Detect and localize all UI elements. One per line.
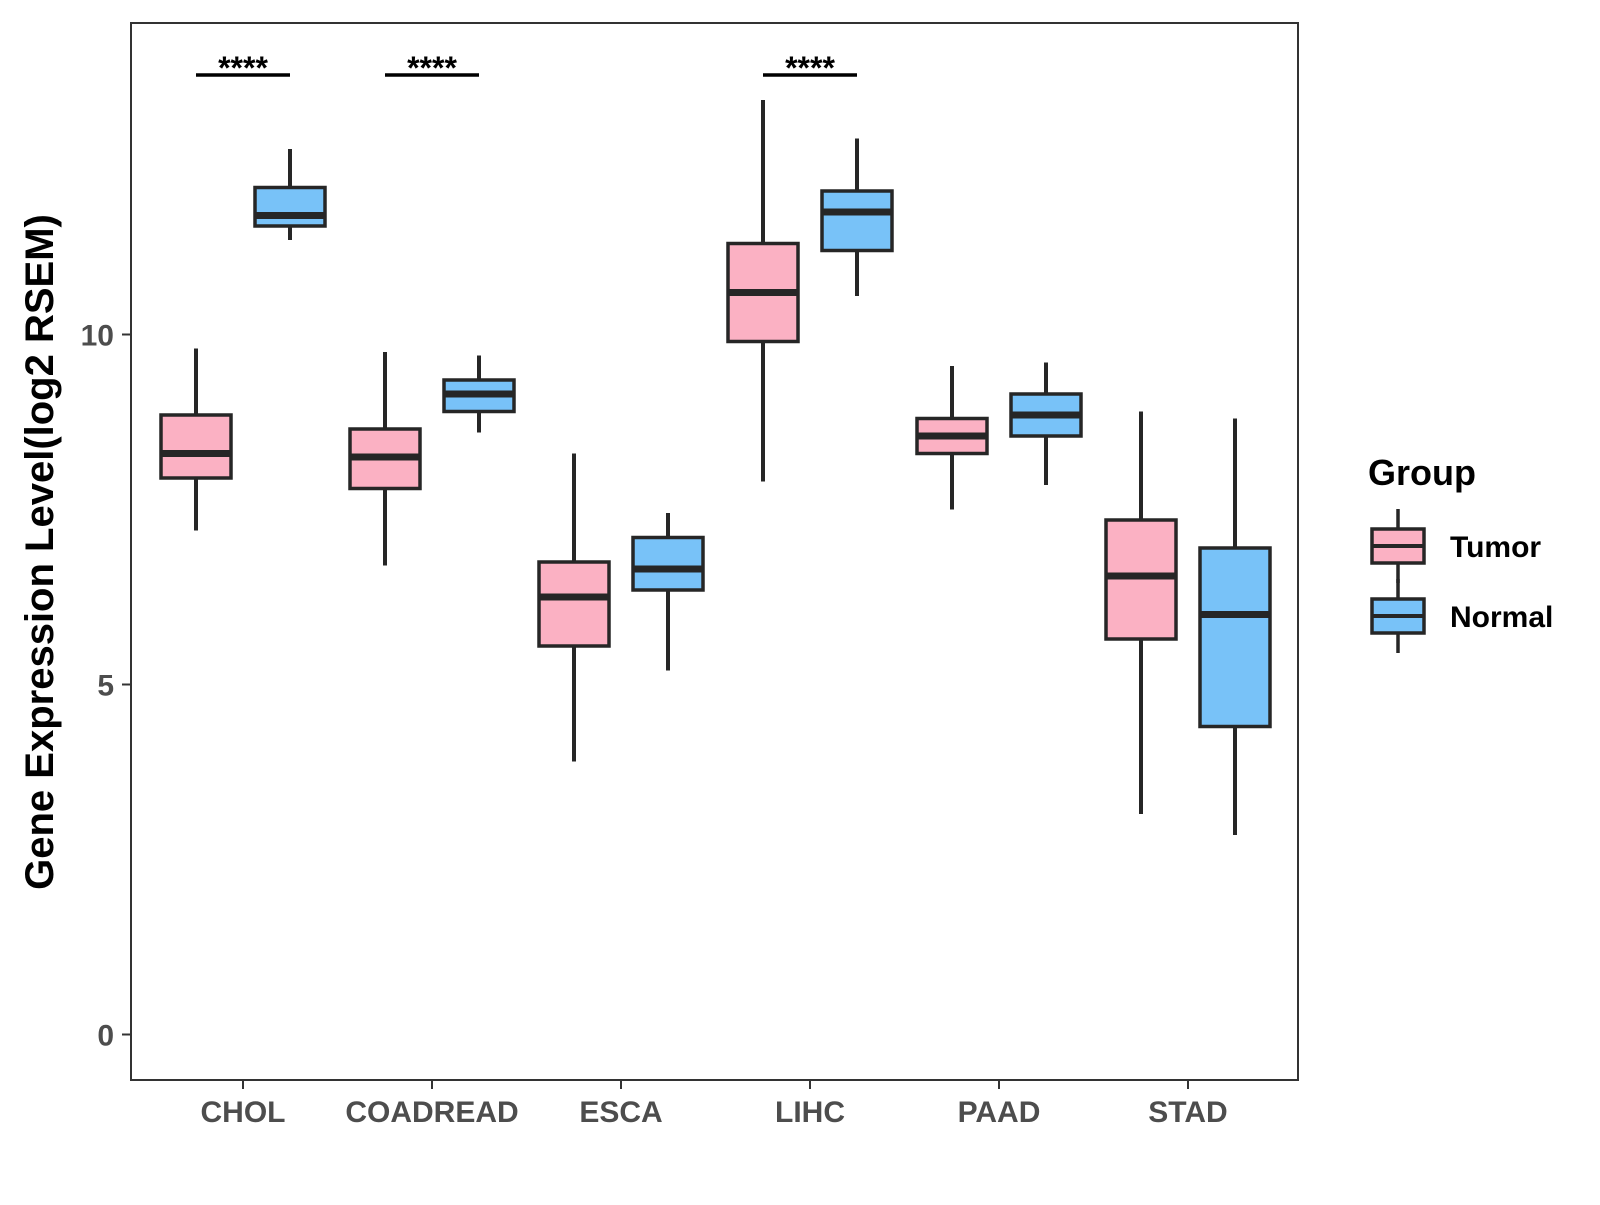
legend: Group Tumor Normal — [1368, 452, 1553, 653]
legend-title: Group — [1368, 452, 1476, 493]
tumor-box-lihc — [726, 100, 800, 482]
plot-panel-border — [130, 22, 1299, 1081]
box-body — [159, 413, 233, 480]
x-tick-label-paad: PAAD — [958, 1096, 1041, 1129]
x-tick-label-stad: STAD — [1148, 1096, 1227, 1129]
normal-box-lihc — [820, 138, 894, 296]
tumor-box-esca — [537, 453, 611, 762]
normal-box-paad — [1009, 362, 1083, 485]
significance-label: **** — [407, 50, 457, 86]
significance-label: **** — [785, 50, 835, 86]
significance-lihc: **** — [763, 50, 857, 86]
normal-box-stad — [1198, 418, 1272, 835]
legend-item-normal: Normal — [1370, 579, 1553, 653]
y-axis-title: Gene Expression Level(log2 RSEM) — [18, 214, 62, 890]
tumor-box-paad — [915, 366, 989, 510]
x-tick-label-esca: ESCA — [579, 1096, 662, 1129]
box-body — [1198, 546, 1272, 729]
legend-label-tumor: Tumor — [1450, 531, 1541, 564]
y-tick-label: 5 — [97, 670, 114, 703]
plot-area: **** **** **** — [159, 50, 1272, 835]
axes: 0 5 10 CHOL COADREAD ESCA LIHC PAAD STAD — [81, 320, 1228, 1130]
y-tick-label: 10 — [81, 320, 114, 353]
normal-box-coadread — [442, 355, 516, 433]
x-tick-label-coadread: COADREAD — [345, 1096, 518, 1129]
tumor-box-stad — [1104, 411, 1178, 814]
legend-item-tumor: Tumor — [1370, 509, 1541, 583]
box-body — [253, 185, 327, 228]
box-body — [820, 189, 894, 253]
box-body — [537, 560, 611, 648]
tumor-box-chol — [159, 348, 233, 531]
x-tick-label-chol: CHOL — [201, 1096, 286, 1129]
significance-coadread: **** — [385, 50, 479, 86]
x-tick-label-lihc: LIHC — [775, 1096, 845, 1129]
significance-chol: **** — [196, 50, 290, 86]
normal-box-esca — [631, 513, 705, 671]
box-body — [631, 535, 705, 592]
legend-label-normal: Normal — [1450, 601, 1553, 634]
y-tick-label: 0 — [97, 1020, 114, 1053]
tumor-box-coadread — [348, 352, 422, 566]
normal-box-chol — [253, 149, 327, 240]
significance-label: **** — [218, 50, 268, 86]
